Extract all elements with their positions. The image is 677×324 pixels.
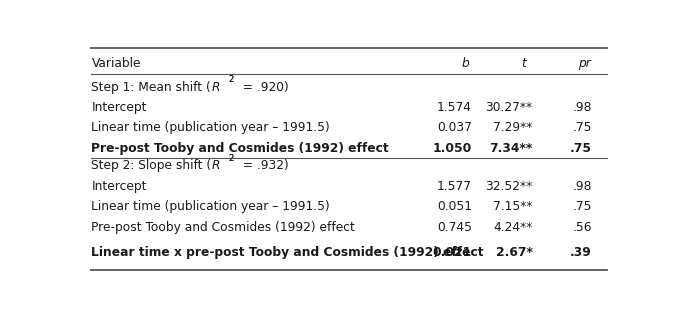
Text: .39: .39 bbox=[570, 246, 592, 259]
Text: Linear time x pre-post Tooby and Cosmides (1992) effect: Linear time x pre-post Tooby and Cosmide… bbox=[91, 246, 484, 259]
Text: .75: .75 bbox=[573, 121, 592, 134]
Text: 2: 2 bbox=[229, 154, 234, 163]
Text: 32.52**: 32.52** bbox=[485, 179, 533, 192]
Text: 0.051: 0.051 bbox=[437, 200, 472, 213]
Text: Pre-post Tooby and Cosmides (1992) effect: Pre-post Tooby and Cosmides (1992) effec… bbox=[91, 142, 389, 155]
Text: 2.67*: 2.67* bbox=[496, 246, 533, 259]
Text: Variable: Variable bbox=[91, 57, 141, 70]
Text: R: R bbox=[211, 81, 220, 94]
Text: 7.15**: 7.15** bbox=[494, 200, 533, 213]
Text: = .932): = .932) bbox=[240, 159, 289, 172]
Text: Linear time (publication year – 1991.5): Linear time (publication year – 1991.5) bbox=[91, 121, 330, 134]
Text: 2: 2 bbox=[228, 75, 234, 84]
Text: Intercept: Intercept bbox=[91, 179, 147, 192]
Text: pr: pr bbox=[577, 57, 590, 70]
Text: b: b bbox=[461, 57, 469, 70]
Text: .98: .98 bbox=[573, 179, 592, 192]
Text: 0.037: 0.037 bbox=[437, 121, 472, 134]
Text: Intercept: Intercept bbox=[91, 101, 147, 114]
Text: Pre-post Tooby and Cosmides (1992) effect: Pre-post Tooby and Cosmides (1992) effec… bbox=[91, 221, 355, 234]
Text: 1.050: 1.050 bbox=[433, 142, 472, 155]
Text: 0.745: 0.745 bbox=[437, 221, 472, 234]
Text: 7.34**: 7.34** bbox=[489, 142, 533, 155]
Text: 0.021: 0.021 bbox=[433, 246, 472, 259]
Text: .75: .75 bbox=[573, 200, 592, 213]
Text: .75: .75 bbox=[570, 142, 592, 155]
Text: = .920): = .920) bbox=[239, 81, 288, 94]
Text: 1.577: 1.577 bbox=[437, 179, 472, 192]
Text: Step 2: Slope shift (: Step 2: Slope shift ( bbox=[91, 159, 212, 172]
Text: .98: .98 bbox=[573, 101, 592, 114]
Text: Linear time (publication year – 1991.5): Linear time (publication year – 1991.5) bbox=[91, 200, 330, 213]
Text: 7.29**: 7.29** bbox=[494, 121, 533, 134]
Text: 2: 2 bbox=[229, 154, 234, 163]
Text: R: R bbox=[212, 159, 220, 172]
Text: Step 1: Mean shift (: Step 1: Mean shift ( bbox=[91, 81, 211, 94]
Text: 2: 2 bbox=[228, 75, 234, 84]
Text: 1.574: 1.574 bbox=[437, 101, 472, 114]
Text: 30.27**: 30.27** bbox=[485, 101, 533, 114]
Text: 4.24**: 4.24** bbox=[494, 221, 533, 234]
Text: .56: .56 bbox=[573, 221, 592, 234]
Text: t: t bbox=[521, 57, 526, 70]
